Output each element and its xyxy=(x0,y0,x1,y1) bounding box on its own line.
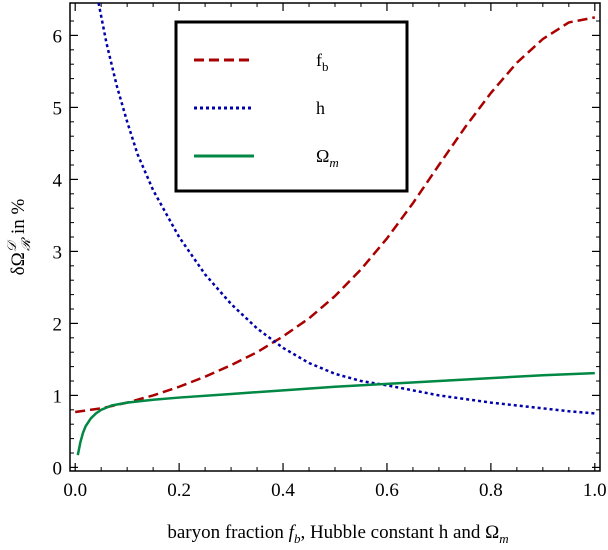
x-axis-label-omega-symbol: Ω xyxy=(485,522,499,543)
y-tick-label: 3 xyxy=(53,242,63,263)
legend-label-2: h xyxy=(316,98,325,118)
x-tick-label: 0.8 xyxy=(479,480,503,501)
series-line-3 xyxy=(76,371,595,456)
x-axis-label-fb-sub: b xyxy=(294,531,301,546)
x-axis-label-fb-symbol: f xyxy=(289,522,297,543)
y-tick-label: 1 xyxy=(53,386,63,407)
y-tick-label: 0 xyxy=(53,458,63,479)
y-axis-label: δΩ𝒟ℛ in % xyxy=(4,198,33,275)
legend-box xyxy=(174,20,409,193)
y-axis-label-prefix: δΩ xyxy=(8,252,29,275)
x-tick-label: 0.0 xyxy=(63,480,87,501)
ticks: 0.0 0.2 0.4 0.6 0.8 1.0 0 1 2 3 4 5 6 xyxy=(53,3,607,501)
y-tick-label: 2 xyxy=(53,314,63,335)
series-line-2 xyxy=(97,3,595,415)
x-tick-label: 1.0 xyxy=(583,480,607,501)
y-tick-label: 5 xyxy=(53,98,63,119)
legend: fb h Ωm xyxy=(174,20,409,193)
x-tick-label: 0.6 xyxy=(375,480,399,501)
x-axis-label: baryon fraction fb, Hubble constant h an… xyxy=(167,522,508,546)
x-axis-label-main: baryon fraction xyxy=(167,522,288,543)
y-tick-label: 4 xyxy=(53,170,63,191)
y-axis-label-sup: 𝒟 xyxy=(4,239,19,252)
x-axis-label-omega-sub: m xyxy=(499,531,508,546)
series-line-1 xyxy=(75,16,596,414)
x-axis-label-mid: , Hubble constant h and xyxy=(300,522,485,543)
y-axis-label-sub: ℛ xyxy=(18,237,33,251)
series-lines xyxy=(75,3,596,456)
legend-items: fb h Ωm xyxy=(194,50,339,170)
y-tick-label: 6 xyxy=(53,26,63,47)
y-axis-label-suffix: in % xyxy=(8,198,29,238)
x-tick-label: 0.2 xyxy=(167,480,191,501)
legend-label-1: fb xyxy=(316,50,329,74)
legend-label-3: Ωm xyxy=(316,146,339,170)
x-tick-label: 0.4 xyxy=(271,480,295,501)
